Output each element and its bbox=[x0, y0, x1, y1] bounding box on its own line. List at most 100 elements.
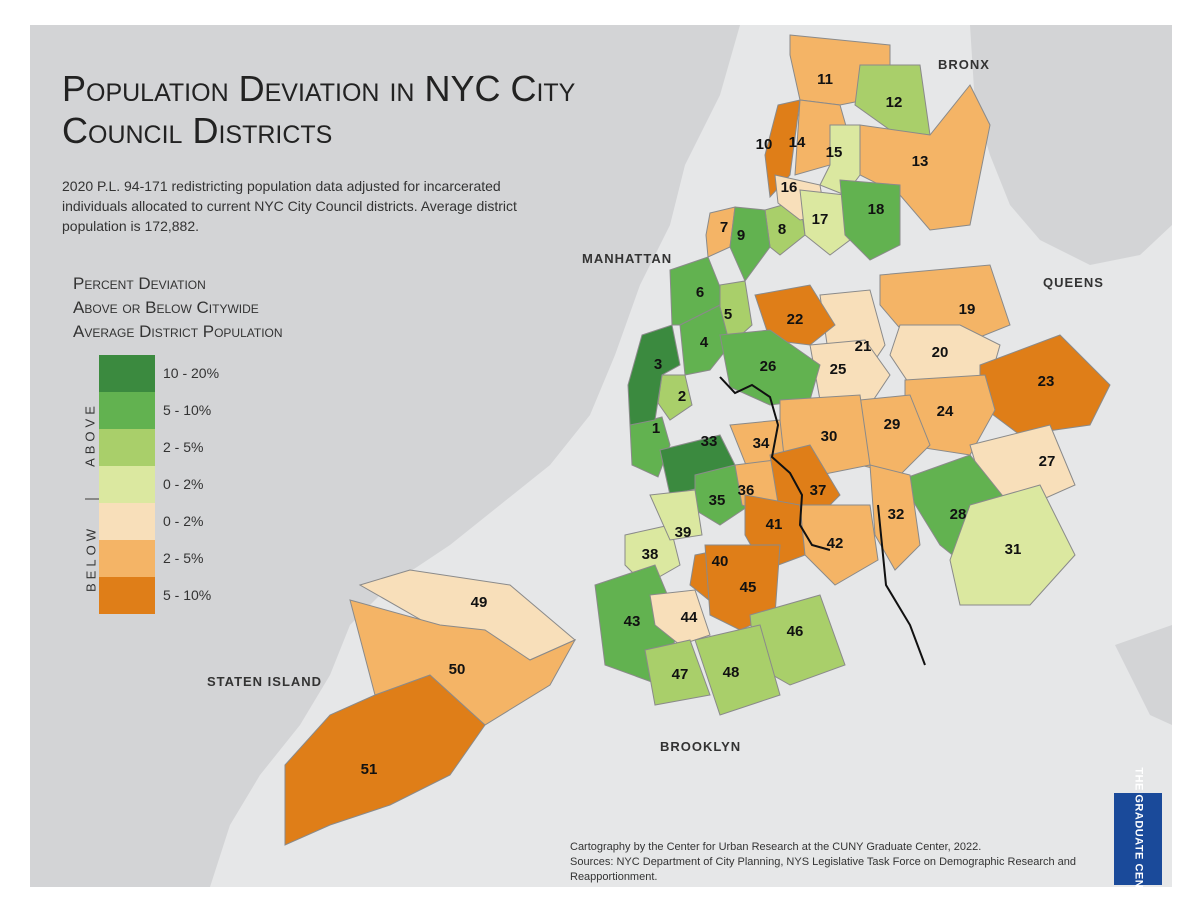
district-label-24: 24 bbox=[937, 403, 954, 420]
district-label-42: 42 bbox=[827, 535, 844, 552]
legend-title-line: Above or Below Citywide bbox=[73, 298, 259, 317]
district-label-45: 45 bbox=[740, 579, 757, 596]
credits-line: Cartography by the Center for Urban Rese… bbox=[570, 841, 982, 853]
district-25[interactable] bbox=[809, 339, 891, 406]
district-label-30: 30 bbox=[821, 428, 838, 445]
district-label-33: 33 bbox=[701, 433, 718, 450]
district-label-6: 6 bbox=[696, 284, 704, 301]
legend-title-line: Average District Population bbox=[73, 322, 283, 341]
legend-swatch bbox=[99, 392, 155, 429]
district-label-39: 39 bbox=[675, 524, 692, 541]
legend-item-label: 0 - 2% bbox=[163, 513, 204, 529]
district-48[interactable] bbox=[694, 624, 781, 716]
district-7[interactable] bbox=[705, 206, 736, 258]
district-label-40: 40 bbox=[712, 553, 729, 570]
logo-text: THE GRADUATE CENTER bbox=[1132, 766, 1145, 911]
district-label-12: 12 bbox=[886, 94, 903, 111]
district-2[interactable] bbox=[657, 374, 693, 421]
borough-label-manhattan: Manhattan bbox=[582, 251, 672, 266]
graduate-center-logo: THE GRADUATE CENTER bbox=[1114, 767, 1162, 911]
legend-title-line: Percent Deviation bbox=[73, 274, 206, 293]
district-label-21: 21 bbox=[855, 338, 872, 355]
district-13[interactable] bbox=[859, 84, 991, 231]
district-label-17: 17 bbox=[812, 211, 829, 228]
district-51[interactable] bbox=[284, 674, 486, 846]
map-frame: 1 2 3 4 5 6 7 8 9 10 11 12 13 14 15 16 17 18 19 20 21 22 23 24 2… bbox=[30, 25, 1172, 887]
district-label-46: 46 bbox=[787, 623, 804, 640]
district-label-11: 11 bbox=[817, 71, 833, 88]
legend-labels: 10 - 20% 5 - 10% 2 - 5% 0 - 2% 0 - 2% 2 … bbox=[163, 355, 219, 614]
district-label-44: 44 bbox=[681, 609, 698, 626]
map-subtitle: 2020 P.L. 94-171 redistricting populatio… bbox=[62, 178, 517, 234]
district-label-38: 38 bbox=[642, 546, 659, 563]
legend-swatches bbox=[99, 355, 155, 614]
district-label-10: 10 bbox=[756, 136, 773, 153]
map-title: Population Deviation in NYC City Council… bbox=[62, 68, 576, 151]
district-label-47: 47 bbox=[672, 666, 689, 683]
legend-item-label: 5 - 10% bbox=[163, 402, 212, 418]
map-credits: Cartography by the Center for Urban Rese… bbox=[570, 840, 1110, 885]
district-47[interactable] bbox=[644, 639, 711, 706]
district-39[interactable] bbox=[649, 489, 703, 541]
district-label-5: 5 bbox=[724, 306, 732, 323]
district-label-49: 49 bbox=[471, 594, 488, 611]
district-label-51: 51 bbox=[361, 761, 378, 778]
district-polygons bbox=[284, 34, 1111, 846]
district-9[interactable] bbox=[729, 206, 771, 282]
legend-swatch bbox=[99, 540, 155, 577]
district-label-35: 35 bbox=[709, 492, 726, 509]
district-label-3: 3 bbox=[654, 356, 662, 373]
district-label-2: 2 bbox=[678, 388, 686, 405]
district-label-13: 13 bbox=[912, 153, 929, 170]
district-label-41: 41 bbox=[766, 516, 783, 533]
legend-title: Percent Deviation Above or Below Citywid… bbox=[73, 272, 373, 344]
district-label-20: 20 bbox=[932, 344, 949, 361]
borough-boundaries bbox=[719, 376, 926, 666]
district-label-4: 4 bbox=[700, 334, 709, 351]
district-3[interactable] bbox=[627, 324, 681, 426]
borough-label-brooklyn: Brooklyn bbox=[660, 739, 741, 754]
district-label-23: 23 bbox=[1038, 373, 1055, 390]
legend-divider bbox=[85, 498, 99, 500]
district-label-9: 9 bbox=[737, 227, 745, 244]
legend-below-label: BELOW bbox=[83, 525, 99, 592]
district-label-7: 7 bbox=[720, 219, 728, 236]
district-label-22: 22 bbox=[787, 311, 804, 328]
district-label-16: 16 bbox=[781, 179, 798, 196]
district-label-34: 34 bbox=[753, 435, 770, 452]
district-label-50: 50 bbox=[449, 661, 466, 678]
legend-item-label: 5 - 10% bbox=[163, 587, 212, 603]
legend-swatch bbox=[99, 429, 155, 466]
district-label-25: 25 bbox=[830, 361, 847, 378]
legend-item-label: 2 - 5% bbox=[163, 439, 204, 455]
surrounding-land bbox=[30, 25, 1172, 887]
borough-label-staten-island: Staten Island bbox=[207, 674, 322, 689]
district-label-29: 29 bbox=[884, 416, 901, 433]
borough-label-bronx: Bronx bbox=[938, 57, 990, 72]
district-label-27: 27 bbox=[1039, 453, 1056, 470]
district-18[interactable] bbox=[839, 179, 901, 261]
legend-item-label: 2 - 5% bbox=[163, 550, 204, 566]
district-label-26: 26 bbox=[760, 358, 777, 375]
legend-swatch bbox=[99, 577, 155, 614]
borough-label-queens: Queens bbox=[1043, 275, 1104, 290]
legend-item-label: 10 - 20% bbox=[163, 365, 220, 381]
district-label-48: 48 bbox=[723, 664, 740, 681]
district-label-36: 36 bbox=[738, 482, 755, 499]
legend-item-label: 0 - 2% bbox=[163, 476, 204, 492]
district-label-31: 31 bbox=[1005, 541, 1022, 558]
district-label-32: 32 bbox=[888, 506, 905, 523]
district-label-19: 19 bbox=[959, 301, 976, 318]
legend-swatch bbox=[99, 466, 155, 503]
district-label-28: 28 bbox=[950, 506, 967, 523]
legend-swatch bbox=[99, 355, 155, 392]
district-42[interactable] bbox=[799, 504, 879, 586]
legend-above-label: ABOVE bbox=[82, 402, 98, 467]
district-label-14: 14 bbox=[789, 134, 806, 151]
credits-line: Sources: NYC Department of City Planning… bbox=[570, 856, 1077, 883]
district-label-37: 37 bbox=[810, 482, 827, 499]
legend-swatch bbox=[99, 503, 155, 540]
district-31[interactable] bbox=[949, 484, 1076, 606]
